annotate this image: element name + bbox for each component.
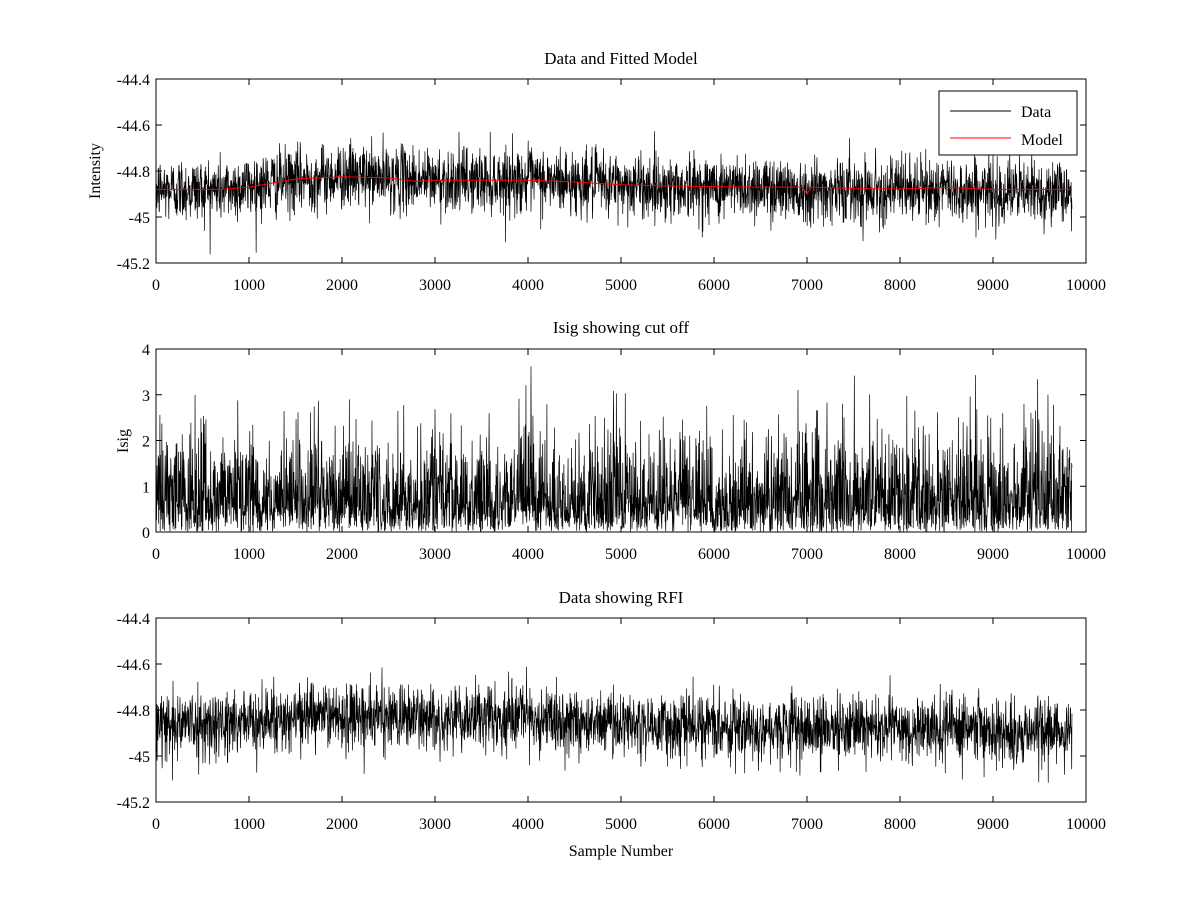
panel-3-ytick-label: -44.4 xyxy=(117,611,150,628)
panel-3-xtick-label: 9000 xyxy=(977,816,1009,833)
panel-3-xtick-label: 5000 xyxy=(605,816,637,833)
panel-2-title: Isig showing cut off xyxy=(553,318,689,337)
panel-3-xtick-label: 1000 xyxy=(233,816,265,833)
panel-1-ylabel: Intensity xyxy=(87,143,104,199)
panel-3-xtick-label: 4000 xyxy=(512,816,544,833)
panel-1-series-model xyxy=(156,176,1073,195)
panel-3-ticks: 0 1000 2000 3000 4000 5000 6000 7000 8000 9000 100… xyxy=(117,611,1106,833)
panel-3-ytick-label: -45 xyxy=(129,749,150,766)
legend-data-label: Data xyxy=(1021,104,1051,121)
panel-2-ytick-label: 1 xyxy=(142,479,150,496)
panel-2-xtick-label: 2000 xyxy=(326,546,358,563)
panel-2-xtick-label: 3000 xyxy=(419,546,451,563)
panel-2-ytick-label: 3 xyxy=(142,388,150,405)
panel-3-plot xyxy=(155,666,1073,783)
panel-1: Data and Fitted Model Intensity 0 1000 200… xyxy=(87,49,1106,294)
panel-2-ytick-label: 2 xyxy=(142,434,150,451)
panel-1-ytick-label: -45 xyxy=(129,210,150,227)
panel-1-xtick-label: 4000 xyxy=(512,277,544,294)
panel-1-xtick-label: 10000 xyxy=(1066,277,1106,294)
panel-1-xtick-label: 1000 xyxy=(233,277,265,294)
panel-2-xtick-label: 1000 xyxy=(233,546,265,563)
panel-2-ylabel: Isig xyxy=(115,429,132,453)
panel-2-ytick-label: 0 xyxy=(142,525,150,542)
panel-2-xtick-label: 0 xyxy=(152,546,160,563)
panel-1-plot xyxy=(155,131,1073,255)
panel-1-xtick-label: 8000 xyxy=(884,277,916,294)
panel-2-ytick-label: 4 xyxy=(142,342,150,359)
panel-3-ytick-label: -44.8 xyxy=(117,703,150,720)
panel-3-xtick-label: 6000 xyxy=(698,816,730,833)
panel-1-series-data xyxy=(155,131,1073,255)
panel-2-xtick-label: 10000 xyxy=(1066,546,1106,563)
panel-1-ytick-label: -44.6 xyxy=(117,118,150,135)
panel-2: Isig showing cut off Isig 0 1000 2000 3000 4… xyxy=(115,318,1106,563)
legend-model-label: Model xyxy=(1021,132,1063,149)
legend-box xyxy=(938,90,1078,156)
panel-3-xtick-label: 7000 xyxy=(791,816,823,833)
panel-3-series-line xyxy=(155,666,1073,783)
panel-3-xtick-label: 3000 xyxy=(419,816,451,833)
panel-1-xtick-label: 2000 xyxy=(326,277,358,294)
panel-2-xtick-label: 8000 xyxy=(884,546,916,563)
panel-3-xtick-label: 10000 xyxy=(1066,816,1106,833)
panel-1-title: Data and Fitted Model xyxy=(544,49,698,68)
panel-2-xtick-label: 9000 xyxy=(977,546,1009,563)
x-axis-label: Sample Number xyxy=(569,843,674,860)
panel-2-series-line xyxy=(155,366,1073,533)
panel-3-ytick-label: -45.2 xyxy=(117,795,150,812)
panel-2-ticks: 0 1000 2000 3000 4000 5000 6000 7000 8000 9000 100… xyxy=(142,342,1106,563)
panel-1-xtick-label: 3000 xyxy=(419,277,451,294)
panel-2-xtick-label: 6000 xyxy=(698,546,730,563)
panel-3-ytick-label: -44.6 xyxy=(117,657,150,674)
panel-1-xtick-label: 0 xyxy=(152,277,160,294)
panel-3-xtick-label: 0 xyxy=(152,816,160,833)
panel-1-xtick-label: 9000 xyxy=(977,277,1009,294)
panel-1-xtick-label: 6000 xyxy=(698,277,730,294)
panel-1-legend: Data Model xyxy=(938,90,1078,156)
panel-3-xtick-label: 2000 xyxy=(326,816,358,833)
panel-1-ytick-label: -44.4 xyxy=(117,72,150,89)
panel-3: Data showing RFI 0 1000 2000 3000 4000 5000 60… xyxy=(117,588,1106,860)
panel-1-ticks: 0 1000 2000 3000 4000 5000 6000 7000 8000 9000 100… xyxy=(117,72,1106,294)
panel-2-xtick-label: 4000 xyxy=(512,546,544,563)
panel-1-ytick-label: -44.8 xyxy=(117,164,150,181)
panel-1-ytick-label: -45.2 xyxy=(117,256,150,273)
panel-2-plot xyxy=(155,366,1073,533)
panel-2-xtick-label: 7000 xyxy=(791,546,823,563)
panel-1-xtick-label: 5000 xyxy=(605,277,637,294)
panel-3-title: Data showing RFI xyxy=(559,588,684,607)
panel-3-xtick-label: 8000 xyxy=(884,816,916,833)
panel-1-xtick-label: 7000 xyxy=(791,277,823,294)
panel-2-xtick-label: 5000 xyxy=(605,546,637,563)
